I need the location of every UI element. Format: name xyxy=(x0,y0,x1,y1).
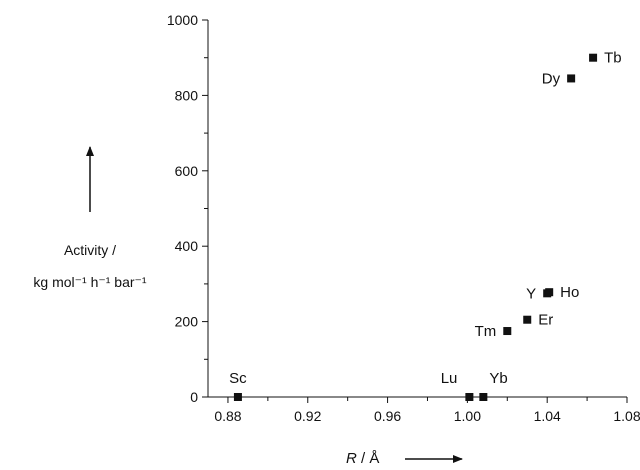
x-tick-label: 0.92 xyxy=(294,408,321,424)
data-label-lu: Lu xyxy=(441,370,458,387)
axes: 0 200 400 600 800 1000 0.88 0.92 0.96 1.00 1.04 1.0… xyxy=(167,12,640,424)
data-label-y: Y xyxy=(526,285,536,302)
y-axis-label-line2: kg mol⁻¹ h⁻¹ bar⁻¹ xyxy=(33,274,147,290)
data-points: Sc Lu Yb Tm ErY Ho Dy Tb xyxy=(229,50,622,401)
x-tick-label: 1.08 xyxy=(613,408,640,424)
data-label-er: Er xyxy=(538,312,553,329)
y-tick-label: 600 xyxy=(175,163,199,179)
x-axis-label-unit: / Å xyxy=(356,450,380,467)
x-axis-label-symbol: R xyxy=(346,450,357,467)
y-tick-label: 800 xyxy=(175,87,199,103)
data-point-dy xyxy=(567,74,576,83)
data-label-ho: Ho xyxy=(560,284,579,301)
data-point-tm xyxy=(503,327,512,336)
x-axis-label: R / Å xyxy=(346,450,379,467)
data-label-sc: Sc xyxy=(229,370,247,387)
data-point-lu xyxy=(465,393,474,401)
data-point-tb xyxy=(589,53,598,62)
data-point-ho xyxy=(545,288,554,297)
data-point-yb xyxy=(479,393,488,401)
data-label-yb: Yb xyxy=(489,370,507,387)
data-point-sc xyxy=(233,393,242,401)
y-tick-label: 200 xyxy=(175,314,199,330)
x-tick-label: 0.88 xyxy=(214,408,241,424)
data-label-tm: Tm xyxy=(475,323,497,340)
x-tick-label: 1.00 xyxy=(454,408,481,424)
data-label-tb: Tb xyxy=(604,50,622,67)
data-point-er xyxy=(523,315,532,324)
y-axis-label-line1: Activity / xyxy=(63,242,117,258)
y-tick-label: 400 xyxy=(175,238,199,254)
x-tick-label: 0.96 xyxy=(374,408,401,424)
y-tick-label: 1000 xyxy=(167,12,198,28)
x-tick-label: 1.04 xyxy=(534,408,561,424)
data-label-dy: Dy xyxy=(542,70,561,87)
y-tick-label: 0 xyxy=(190,389,198,405)
